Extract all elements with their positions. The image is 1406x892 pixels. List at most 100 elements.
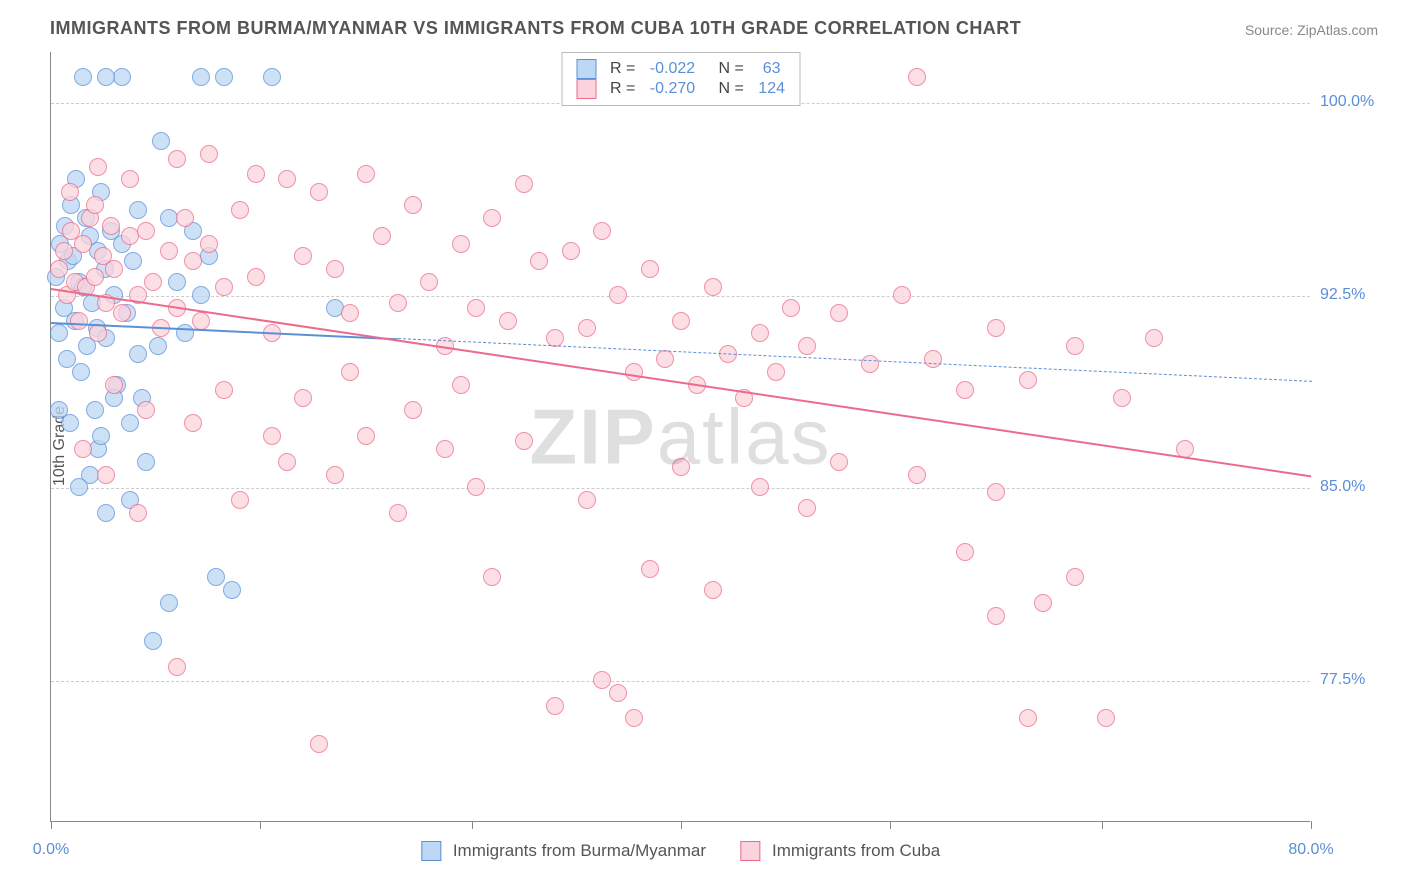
legend-series-label: Immigrants from Burma/Myanmar xyxy=(453,841,706,861)
scatter-point xyxy=(113,68,131,86)
x-tick xyxy=(51,821,52,829)
scatter-point xyxy=(168,150,186,168)
scatter-point xyxy=(192,286,210,304)
scatter-point xyxy=(1145,329,1163,347)
scatter-point xyxy=(129,201,147,219)
scatter-point xyxy=(987,319,1005,337)
scatter-point xyxy=(625,709,643,727)
scatter-point xyxy=(625,363,643,381)
scatter-point xyxy=(562,242,580,260)
legend-swatch xyxy=(576,59,596,79)
scatter-point xyxy=(452,376,470,394)
scatter-point xyxy=(956,543,974,561)
scatter-point xyxy=(160,594,178,612)
scatter-point xyxy=(50,324,68,342)
scatter-point xyxy=(215,381,233,399)
scatter-point xyxy=(1113,389,1131,407)
scatter-point xyxy=(861,355,879,373)
scatter-point xyxy=(144,273,162,291)
scatter-point xyxy=(782,299,800,317)
source-label: Source: ZipAtlas.com xyxy=(1245,22,1378,38)
x-tick-label: 80.0% xyxy=(1288,841,1333,859)
gridline-h xyxy=(51,488,1310,489)
scatter-point xyxy=(924,350,942,368)
legend-swatch xyxy=(576,79,596,99)
legend-row: R = -0.270 N = 124 xyxy=(576,79,785,99)
legend-series-item: Immigrants from Cuba xyxy=(740,841,940,861)
scatter-point xyxy=(105,260,123,278)
scatter-point xyxy=(124,252,142,270)
scatter-point xyxy=(593,222,611,240)
scatter-point xyxy=(908,68,926,86)
scatter-point xyxy=(92,427,110,445)
scatter-point xyxy=(97,504,115,522)
scatter-point xyxy=(452,235,470,253)
scatter-point xyxy=(61,183,79,201)
scatter-point xyxy=(987,483,1005,501)
scatter-point xyxy=(129,504,147,522)
scatter-point xyxy=(908,466,926,484)
scatter-point xyxy=(420,273,438,291)
legend-n-value: 63 xyxy=(758,60,780,78)
scatter-point xyxy=(593,671,611,689)
scatter-point xyxy=(798,499,816,517)
y-tick-label: 77.5% xyxy=(1320,671,1400,689)
scatter-point xyxy=(483,568,501,586)
scatter-point xyxy=(72,363,90,381)
scatter-point xyxy=(113,304,131,322)
gridline-h xyxy=(51,296,1310,297)
scatter-point xyxy=(515,175,533,193)
scatter-point xyxy=(160,242,178,260)
legend-swatch xyxy=(740,841,760,861)
scatter-point xyxy=(641,260,659,278)
legend-correlation: R = -0.022 N = 63R = -0.270 N = 124 xyxy=(561,52,800,106)
x-tick xyxy=(260,821,261,829)
legend-series: Immigrants from Burma/Myanmar Immigrants … xyxy=(421,841,940,861)
scatter-point xyxy=(1066,337,1084,355)
scatter-point xyxy=(86,268,104,286)
scatter-point xyxy=(168,658,186,676)
scatter-point xyxy=(956,381,974,399)
scatter-point xyxy=(137,453,155,471)
scatter-point xyxy=(55,242,73,260)
scatter-point xyxy=(672,312,690,330)
scatter-point xyxy=(467,299,485,317)
scatter-point xyxy=(1019,371,1037,389)
scatter-point xyxy=(326,260,344,278)
scatter-point xyxy=(223,581,241,599)
x-tick xyxy=(1311,821,1312,829)
scatter-point xyxy=(893,286,911,304)
scatter-point xyxy=(278,170,296,188)
scatter-point xyxy=(672,458,690,476)
scatter-point xyxy=(70,478,88,496)
scatter-point xyxy=(86,401,104,419)
scatter-point xyxy=(515,432,533,450)
scatter-point xyxy=(278,453,296,471)
scatter-point xyxy=(389,504,407,522)
scatter-point xyxy=(373,227,391,245)
scatter-point xyxy=(152,132,170,150)
scatter-point xyxy=(70,312,88,330)
scatter-point xyxy=(483,209,501,227)
scatter-point xyxy=(499,312,517,330)
scatter-point xyxy=(798,337,816,355)
legend-r-label: R = xyxy=(610,80,640,98)
scatter-point xyxy=(215,278,233,296)
scatter-point xyxy=(263,68,281,86)
scatter-point xyxy=(97,466,115,484)
scatter-point xyxy=(467,478,485,496)
legend-row: R = -0.022 N = 63 xyxy=(576,59,785,79)
scatter-point xyxy=(192,312,210,330)
scatter-point xyxy=(231,201,249,219)
scatter-point xyxy=(578,319,596,337)
scatter-point xyxy=(89,324,107,342)
scatter-point xyxy=(704,278,722,296)
scatter-point xyxy=(578,491,596,509)
y-tick-label: 85.0% xyxy=(1320,478,1400,496)
legend-r-label: R = xyxy=(610,60,640,78)
scatter-point xyxy=(176,209,194,227)
x-tick xyxy=(890,821,891,829)
scatter-point xyxy=(751,478,769,496)
scatter-point xyxy=(200,235,218,253)
scatter-point xyxy=(149,337,167,355)
